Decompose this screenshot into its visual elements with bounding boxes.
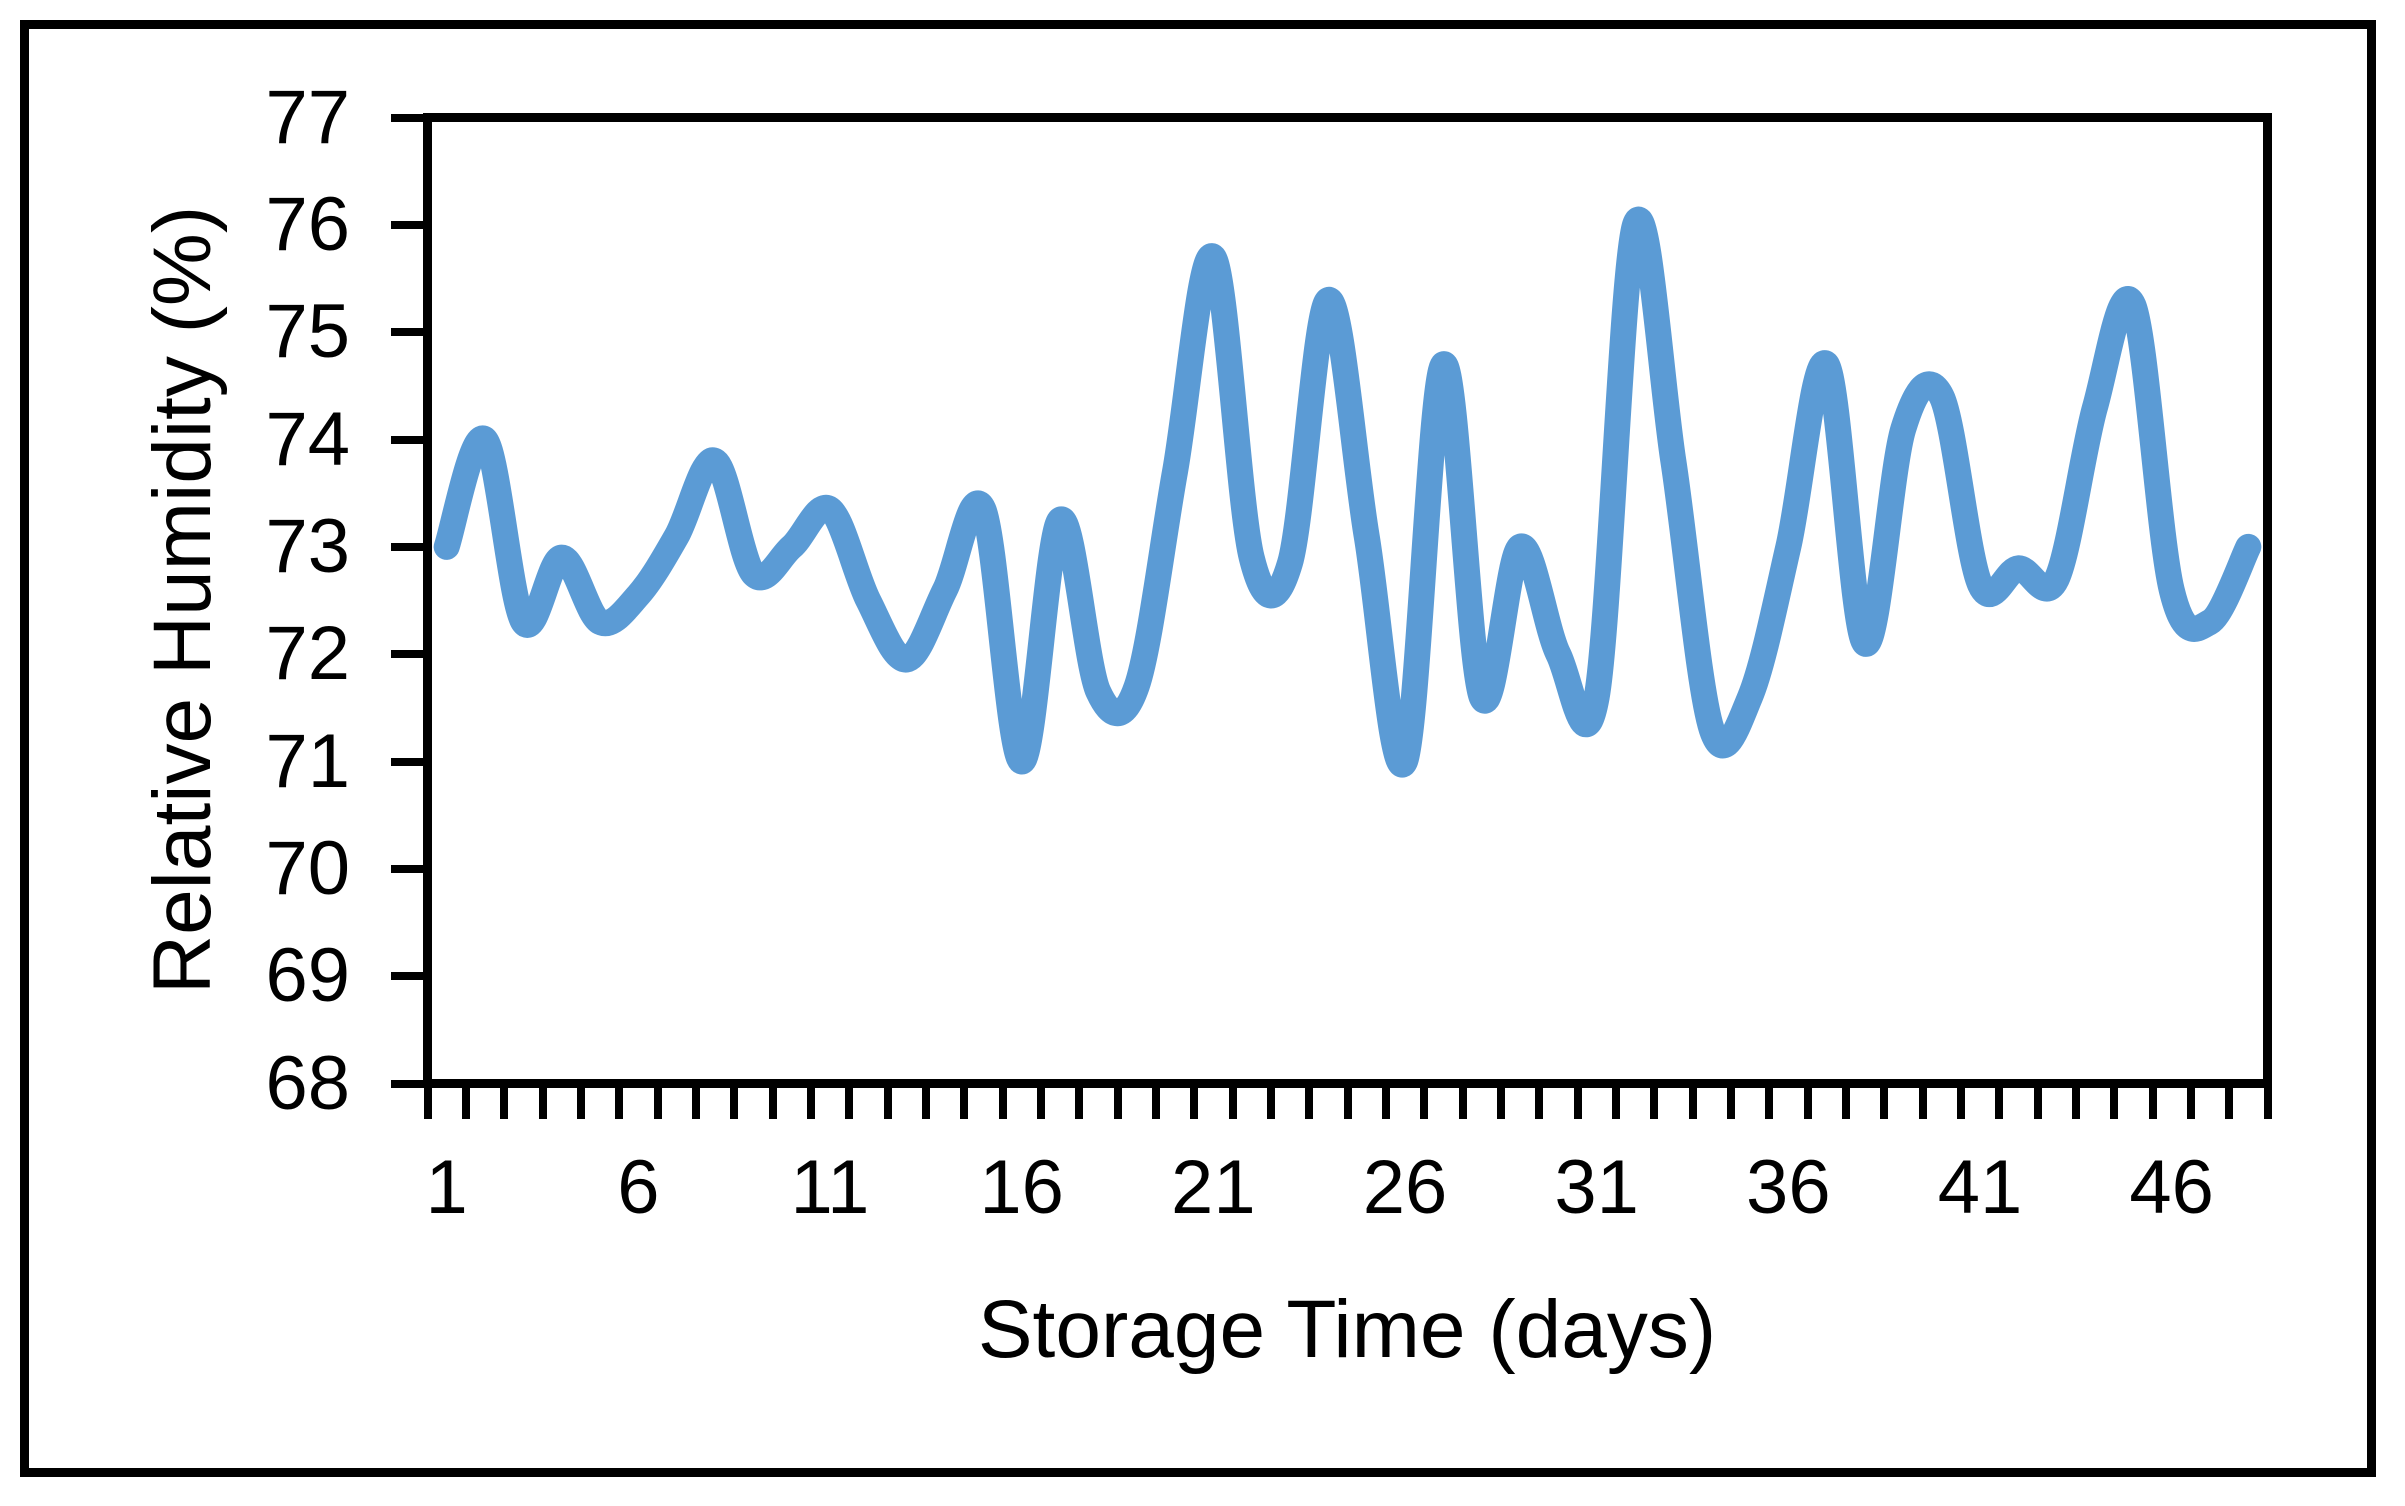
y-tick-mark [391,757,424,766]
x-tick-mark [1956,1088,1965,1119]
x-tick-mark [960,1088,969,1119]
x-tick-label: 1 [425,1145,468,1230]
x-tick-mark [2263,1088,2272,1119]
x-tick-label: 11 [790,1145,870,1230]
x-tick-mark [2225,1088,2234,1119]
x-tick-mark [1765,1088,1774,1119]
x-tick-mark [538,1088,547,1119]
x-tick-mark [1650,1088,1659,1119]
plot-area [423,113,2272,1088]
x-tick-mark [1918,1088,1927,1119]
x-tick-label: 26 [1362,1145,1448,1230]
y-axis-title: Relative Humidity (%) [137,205,228,995]
x-tick-mark [461,1088,470,1119]
y-tick-label: 70 [265,825,350,911]
x-tick-label: 31 [1554,1145,1639,1230]
x-tick-mark [1151,1088,1160,1119]
y-tick-label: 75 [265,289,350,375]
x-tick-mark [1496,1088,1505,1119]
x-tick-mark [2071,1088,2080,1119]
y-tick-label: 73 [265,503,350,589]
y-tick-mark [391,1079,424,1088]
x-tick-mark [2186,1088,2195,1119]
y-tick-label: 77 [265,74,350,160]
x-tick-mark [1726,1088,1735,1119]
x-tick-mark [806,1088,815,1119]
x-tick-mark [2148,1088,2157,1119]
y-tick-label: 74 [265,396,350,482]
x-tick-mark [1688,1088,1697,1119]
x-tick-mark [1075,1088,1084,1119]
y-tick-label: 76 [265,181,350,267]
x-tick-mark [1611,1088,1620,1119]
x-tick-mark [1190,1088,1199,1119]
y-tick-label: 69 [265,933,350,1019]
x-tick-label: 6 [617,1145,660,1230]
y-tick-mark [391,650,424,659]
x-tick-label: 21 [1171,1145,1256,1230]
x-tick-mark [730,1088,739,1119]
y-tick-mark [391,220,424,229]
x-tick-mark [998,1088,1007,1119]
y-tick-label: 68 [265,1040,350,1126]
x-tick-mark [1880,1088,1889,1119]
y-tick-mark [391,328,424,337]
x-tick-mark [1305,1088,1314,1119]
x-tick-mark [1573,1088,1582,1119]
y-tick-mark [391,972,424,981]
x-tick-mark [1841,1088,1850,1119]
y-tick-mark [391,864,424,873]
x-tick-mark [1343,1088,1352,1119]
humidity-line [433,206,2262,778]
x-tick-mark [1420,1088,1429,1119]
y-tick-mark [391,113,424,122]
x-tick-mark [1228,1088,1237,1119]
x-tick-mark [1036,1088,1045,1119]
x-tick-mark [500,1088,509,1119]
x-tick-mark [691,1088,700,1119]
chart-outer-frame [20,20,2376,1477]
x-tick-mark [921,1088,930,1119]
x-tick-mark [2033,1088,2042,1119]
x-axis-title: Storage Time (days) [977,1284,1717,1375]
x-tick-mark [1535,1088,1544,1119]
x-tick-label: 36 [1746,1145,1831,1230]
x-tick-mark [1113,1088,1122,1119]
x-tick-label: 46 [2129,1145,2214,1230]
x-tick-mark [615,1088,624,1119]
x-tick-mark [1458,1088,1467,1119]
x-tick-mark [423,1088,432,1119]
y-tick-mark [391,435,424,444]
x-tick-mark [2110,1088,2119,1119]
x-tick-mark [845,1088,854,1119]
x-tick-mark [1381,1088,1390,1119]
x-tick-label: 41 [1937,1145,2023,1230]
x-tick-mark [653,1088,662,1119]
x-tick-mark [768,1088,777,1119]
x-tick-mark [1995,1088,2004,1119]
y-tick-label: 72 [265,611,350,697]
x-tick-mark [883,1088,892,1119]
y-tick-label: 71 [265,718,350,804]
x-tick-mark [1803,1088,1812,1119]
x-tick-mark [576,1088,585,1119]
y-tick-mark [391,542,424,551]
x-tick-mark [1266,1088,1275,1119]
x-tick-label: 16 [979,1145,1064,1230]
